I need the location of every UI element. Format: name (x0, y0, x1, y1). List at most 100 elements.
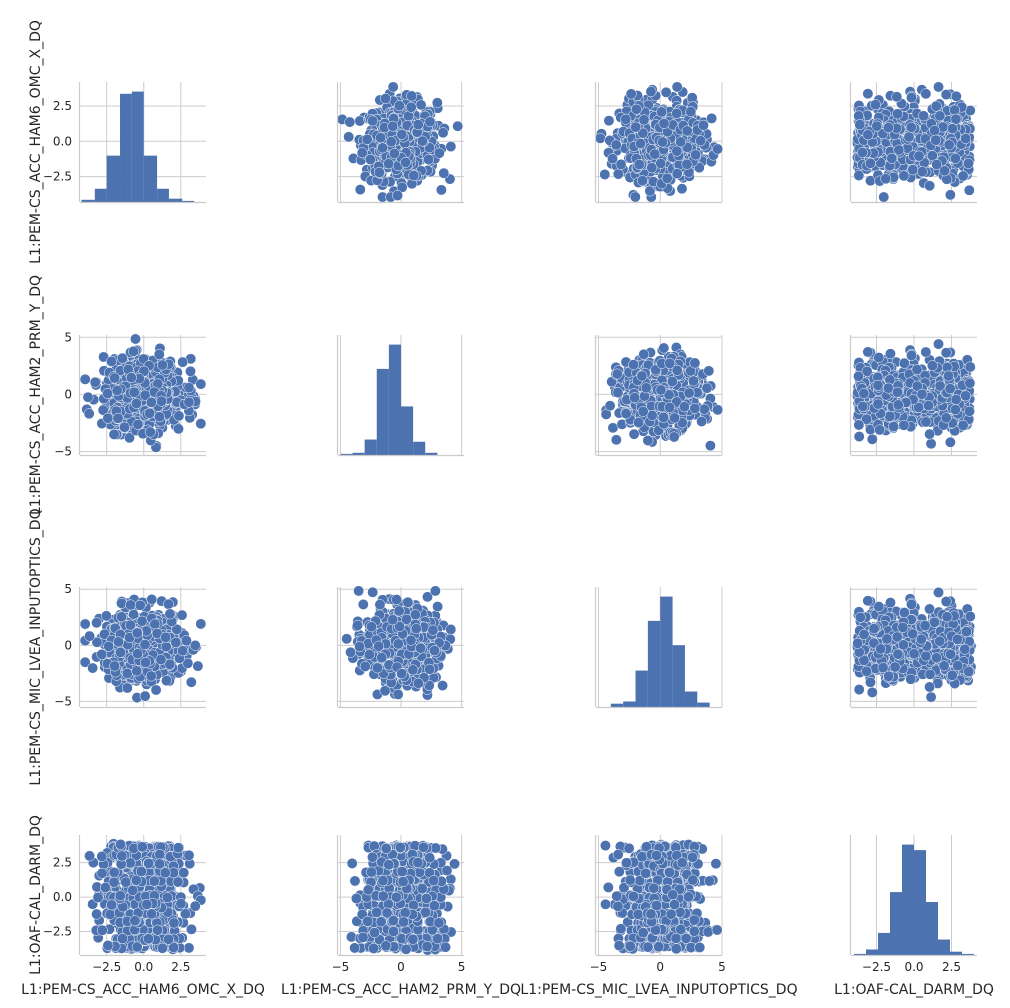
scatter-point (195, 378, 207, 390)
scatter-point (164, 608, 176, 620)
scatter-point (134, 599, 146, 611)
scatter-point (872, 379, 884, 391)
scatter-point (858, 388, 870, 399)
scatter-point (82, 391, 94, 403)
histogram-bar (182, 200, 195, 202)
scatter-point (642, 435, 654, 446)
scatter-point (185, 365, 196, 377)
scatter-point (139, 690, 151, 702)
scatter-point (130, 333, 141, 345)
scatter-point (635, 138, 647, 150)
histogram-bar (352, 452, 365, 455)
scatter-point (940, 347, 952, 359)
scatter-point (160, 631, 172, 643)
scatter-point (637, 175, 648, 187)
scatter-point (610, 434, 622, 446)
scatter-point (950, 394, 962, 406)
scatter-point (657, 411, 669, 423)
subplot-r0-c2 (594, 81, 724, 204)
scatter-point (950, 90, 962, 102)
scatter-point (930, 100, 942, 112)
scatter-point (161, 675, 172, 687)
scatter-point (964, 361, 976, 373)
scatter-point (864, 157, 876, 169)
scatter-point (412, 119, 424, 131)
histogram-bar (413, 441, 426, 455)
scatter-point (870, 99, 881, 111)
scatter-point (857, 400, 869, 412)
scatter-point (106, 355, 117, 367)
scatter-point (91, 617, 103, 629)
scatter-point (116, 597, 127, 609)
scatter-point (944, 383, 956, 395)
scatter-point (629, 392, 641, 404)
scatter-point (84, 630, 96, 642)
scatter-point (949, 104, 961, 116)
scatter-point (924, 180, 936, 192)
scatter-point (415, 99, 427, 111)
scatter-point (87, 662, 99, 674)
scatter-point (882, 122, 894, 134)
scatter-point (957, 419, 969, 431)
scatter-point (964, 377, 976, 389)
scatter-point (438, 167, 450, 179)
scatter-point (688, 375, 699, 387)
histogram-bar (425, 452, 438, 455)
scatter-point (89, 376, 101, 388)
scatter-point (139, 639, 151, 650)
histogram-bar (94, 188, 107, 202)
scatter-point (627, 359, 639, 371)
scatter-point (177, 356, 189, 368)
scatter-point (903, 131, 915, 143)
histogram-bar (120, 93, 132, 202)
scatter-point (628, 428, 640, 440)
scatter-point (898, 357, 910, 369)
scatter-point (689, 402, 701, 414)
scatter-point (944, 189, 956, 201)
scatter-point (712, 404, 724, 416)
histogram-bar (157, 188, 169, 202)
scatter-point (940, 412, 952, 424)
histogram-bar (81, 199, 95, 202)
scatter-point (853, 419, 865, 431)
scatter-point (96, 648, 108, 660)
scatter-point (433, 147, 445, 159)
scatter-point (664, 402, 676, 414)
scatter-point (155, 654, 167, 666)
scatter-point (893, 144, 905, 156)
scatter-point (671, 107, 683, 119)
scatter-point (599, 168, 611, 180)
scatter-point (671, 145, 683, 157)
scatter-point (387, 120, 399, 132)
scatter-point (367, 115, 379, 127)
scatter-point (607, 153, 619, 165)
scatter-point (117, 352, 128, 364)
scatter-point (957, 170, 969, 182)
scatter-point (853, 370, 864, 382)
scatter-point (150, 684, 162, 696)
scatter-point (176, 609, 188, 621)
scatter-point (933, 81, 944, 93)
scatter-point (154, 411, 165, 423)
scatter-point (343, 131, 355, 143)
scatter-point (854, 119, 866, 131)
scatter-point (192, 660, 204, 672)
scatter-point (387, 81, 399, 93)
scatter-point (633, 159, 645, 171)
scatter-point (354, 184, 366, 196)
y-tick-label: 0.0 (53, 134, 72, 148)
scatter-point (949, 152, 961, 164)
scatter-point (79, 618, 91, 630)
scatter-point (416, 135, 428, 147)
scatter-point (83, 408, 95, 420)
scatter-point (638, 114, 650, 126)
scatter-point (630, 121, 642, 133)
histogram-bar (364, 439, 377, 455)
scatter-point (149, 618, 161, 630)
scatter-point (121, 682, 133, 694)
y-tick-label: 0 (64, 387, 72, 401)
scatter-point (112, 412, 124, 424)
scatter-point (960, 133, 972, 145)
scatter-point (689, 357, 701, 369)
scatter-point (132, 648, 144, 660)
